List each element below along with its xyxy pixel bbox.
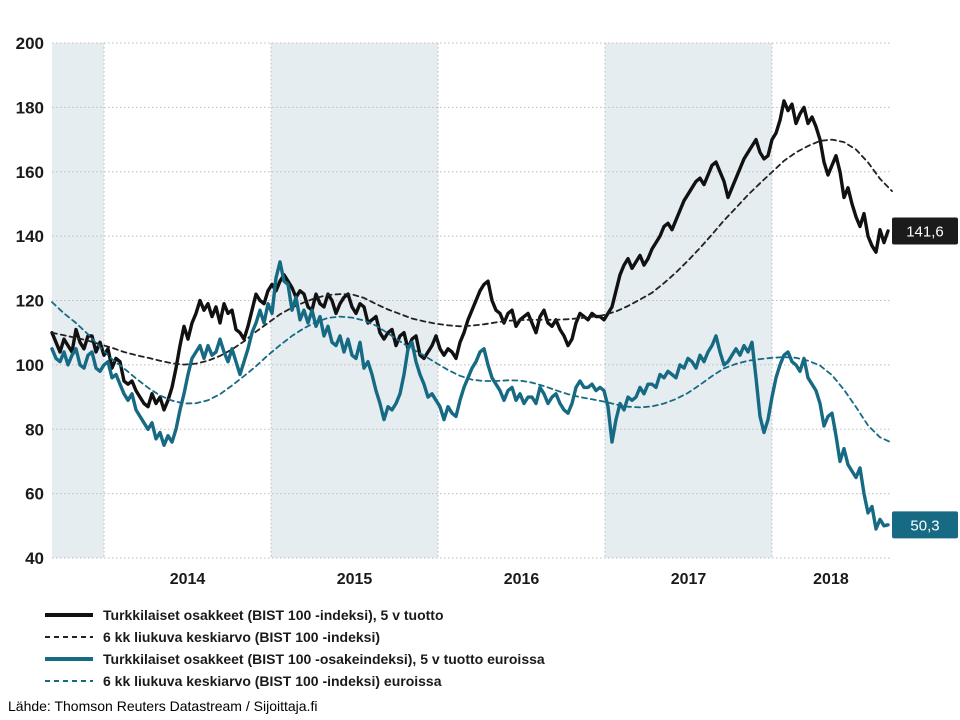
end-value-label-black: 141,6 (906, 223, 944, 240)
end-value-box-black (892, 217, 958, 245)
y-tick-label: 60 (25, 485, 44, 504)
end-value-label-teal: 50,3 (910, 517, 939, 534)
series-bist100-eur-line (50, 260, 890, 531)
legend-label-bist100: Turkkilaiset osakkeet (BIST 100 -indeksi… (103, 607, 444, 623)
legend-item-bist100-eur: Turkkilaiset osakkeet (BIST 100 -osakein… (45, 648, 545, 670)
y-tick-label: 140 (16, 227, 44, 246)
y-tick-label: 200 (16, 34, 44, 53)
legend-line-sample-bist100-eur-ma (45, 680, 93, 682)
series-bist100-eur-ma-line (51, 301, 893, 444)
y-tick-label: 80 (25, 420, 44, 439)
source-text: Lähde: Thomson Reuters Datastream / Sijo… (8, 698, 318, 714)
legend-item-bist100: Turkkilaiset osakkeet (BIST 100 -indeksi… (45, 604, 545, 626)
legend-line-sample-bist100-eur (45, 657, 93, 661)
x-tick-label: 2016 (504, 571, 540, 588)
legend-label-bist100-ma: 6 kk liukuva keskiarvo (BIST 100 -indeks… (103, 629, 381, 645)
end-value-box-teal (892, 511, 958, 539)
legend-item-bist100-ma: 6 kk liukuva keskiarvo (BIST 100 -indeks… (45, 626, 545, 648)
legend-label-bist100-eur-ma: 6 kk liukuva keskiarvo (BIST 100 -indeks… (103, 673, 442, 689)
legend-label-bist100-eur: Turkkilaiset osakkeet (BIST 100 -osakein… (103, 651, 545, 667)
legend-item-bist100-eur-ma: 6 kk liukuva keskiarvo (BIST 100 -indeks… (45, 670, 545, 692)
y-tick-label: 120 (16, 292, 44, 311)
legend: Turkkilaiset osakkeet (BIST 100 -indeksi… (45, 604, 545, 692)
legend-line-sample-bist100-ma (45, 636, 93, 638)
y-tick-label: 180 (16, 98, 44, 117)
series-bist100-line (50, 99, 890, 412)
y-tick-label: 160 (16, 163, 44, 182)
legend-line-sample-bist100 (45, 613, 93, 617)
year-band (271, 43, 438, 558)
y-tick-label: 100 (16, 356, 44, 375)
x-tick-label: 2014 (170, 571, 206, 588)
y-tick-label: 40 (25, 549, 44, 568)
x-tick-label: 2017 (671, 571, 707, 588)
x-tick-label: 2018 (813, 571, 849, 588)
x-tick-label: 2015 (337, 571, 373, 588)
